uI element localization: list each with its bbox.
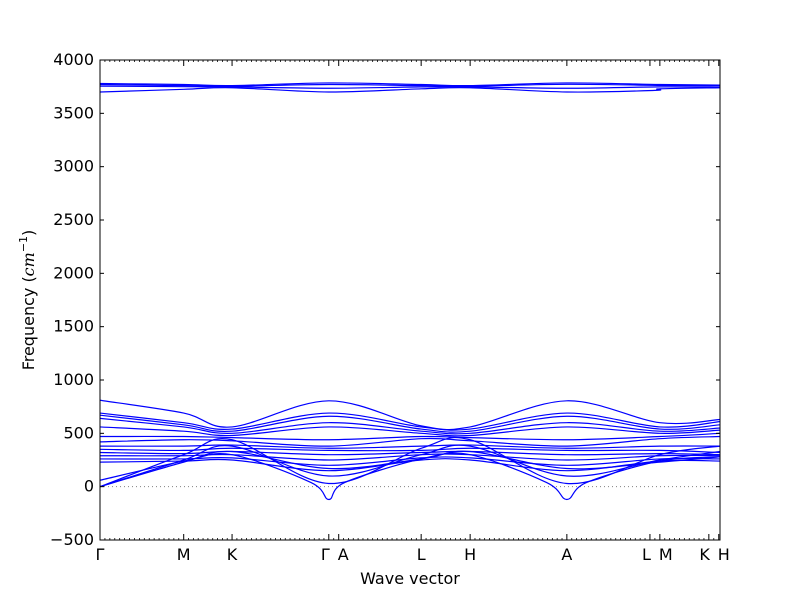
y-tick-label: 3000 — [53, 157, 94, 176]
y-tick-label: 2000 — [53, 263, 94, 282]
x-tick-label: A — [561, 545, 572, 564]
y-axis-label: Frequency (cm−1) — [17, 230, 38, 371]
y-tick-label: 0 — [84, 477, 94, 496]
y-tick-label: 1000 — [53, 370, 94, 389]
band-line-2 — [100, 83, 720, 87]
y-tick-label: 2500 — [53, 210, 94, 229]
x-tick-label: Γ — [96, 545, 105, 564]
band-line-7 — [100, 414, 720, 433]
y-axis-label-exponent: −1 — [17, 236, 30, 252]
x-tick-label: Γ — [321, 545, 330, 564]
y-tick-label: 1500 — [53, 317, 94, 336]
y-axis-ticks: −500 0 500 1000 1500 2000 2500 3000 3500 4000 — [50, 50, 720, 549]
x-tick-label: H — [464, 545, 476, 564]
band-line-8 — [100, 417, 720, 435]
band-line-4 — [100, 86, 720, 93]
y-axis-label-prefix: Frequency ( — [19, 276, 38, 370]
band-line-10 — [100, 432, 720, 441]
y-tick-label: 4000 — [53, 50, 94, 69]
y-axis-label-suffix: ) — [19, 230, 38, 236]
band-line-21 — [100, 452, 720, 501]
band-line-9 — [100, 426, 720, 437]
band-line-1 — [100, 82, 720, 87]
y-tick-label: 500 — [63, 423, 94, 442]
band-line-5 — [100, 399, 720, 431]
y-axis-label-unit: cm — [19, 252, 38, 276]
x-tick-label: L — [417, 545, 426, 564]
x-axis-label: Wave vector — [360, 569, 460, 588]
x-tick-label: K — [699, 545, 710, 564]
x-tick-label: H — [718, 545, 730, 564]
band-line-3 — [100, 85, 720, 89]
band-line-14 — [100, 450, 720, 456]
band-line-19 — [100, 444, 720, 488]
band-line-11 — [100, 435, 720, 447]
band-line-16 — [100, 456, 720, 466]
x-tick-label: M — [659, 545, 673, 564]
x-tick-label: A — [338, 545, 349, 564]
x-tick-label: L — [642, 545, 651, 564]
band-line-13 — [100, 447, 720, 454]
x-tick-label: K — [227, 545, 238, 564]
plot-frame — [99, 59, 721, 541]
phonon-bands — [100, 82, 720, 501]
y-tick-label: −500 — [50, 530, 94, 549]
band-line-6 — [100, 412, 720, 431]
y-tick-label: 3500 — [53, 103, 94, 122]
band-line-12 — [100, 444, 720, 449]
x-tick-label: M — [177, 545, 191, 564]
